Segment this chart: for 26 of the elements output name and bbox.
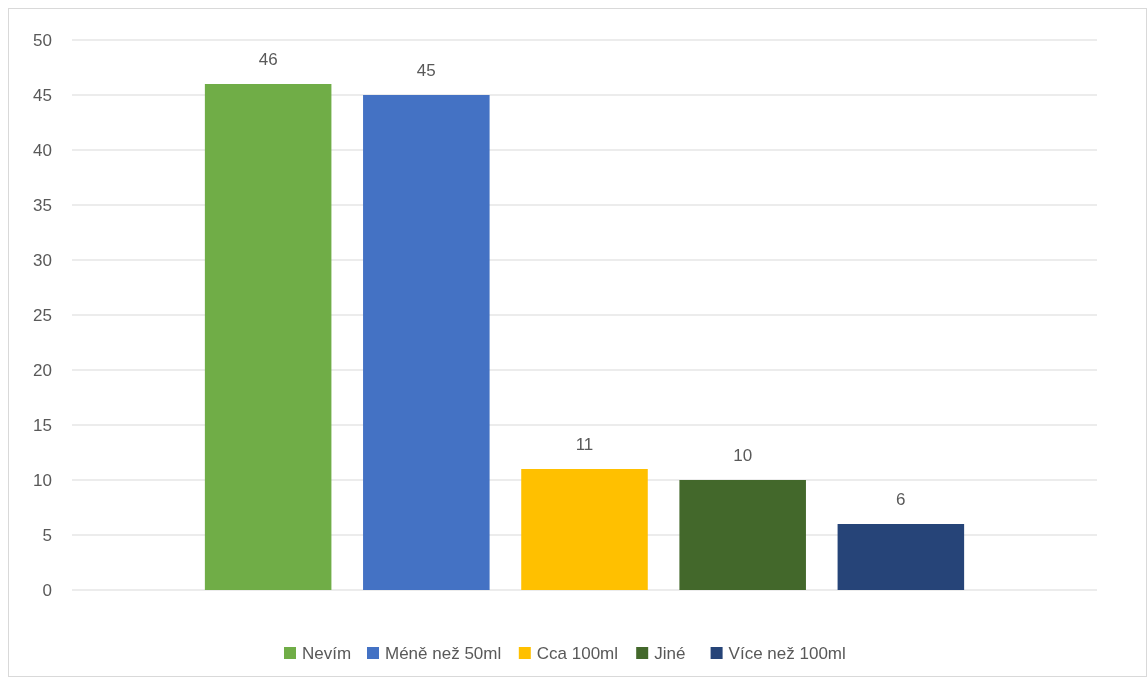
y-tick-label: 15 xyxy=(33,415,52,435)
data-label: 6 xyxy=(896,490,906,509)
bar xyxy=(837,524,965,590)
bar xyxy=(521,469,648,590)
data-label: 46 xyxy=(258,50,278,69)
legend-label: Více než 100ml xyxy=(728,643,846,663)
bar xyxy=(363,95,490,590)
bar xyxy=(204,84,332,590)
data-label: 10 xyxy=(733,446,753,465)
bar xyxy=(679,480,806,590)
legend-label: Jiné xyxy=(654,643,686,663)
y-tick-label: 50 xyxy=(33,30,52,50)
legend-label: Nevím xyxy=(302,643,352,663)
y-tick-label: 40 xyxy=(33,140,52,160)
y-tick-label: 0 xyxy=(42,580,52,600)
y-tick-label: 35 xyxy=(33,195,52,215)
legend-label: Cca 100ml xyxy=(536,643,619,663)
data-label: 45 xyxy=(416,61,436,80)
y-tick-label: 5 xyxy=(42,525,52,545)
y-tick-label: 45 xyxy=(33,85,52,105)
y-tick-label: 30 xyxy=(33,250,52,270)
y-tick-label: 10 xyxy=(33,470,52,490)
y-tick-label: 25 xyxy=(33,305,52,325)
data-label: 11 xyxy=(575,435,594,454)
y-tick-label: 20 xyxy=(33,360,52,380)
legend-label: Méně než 50ml xyxy=(385,643,502,663)
